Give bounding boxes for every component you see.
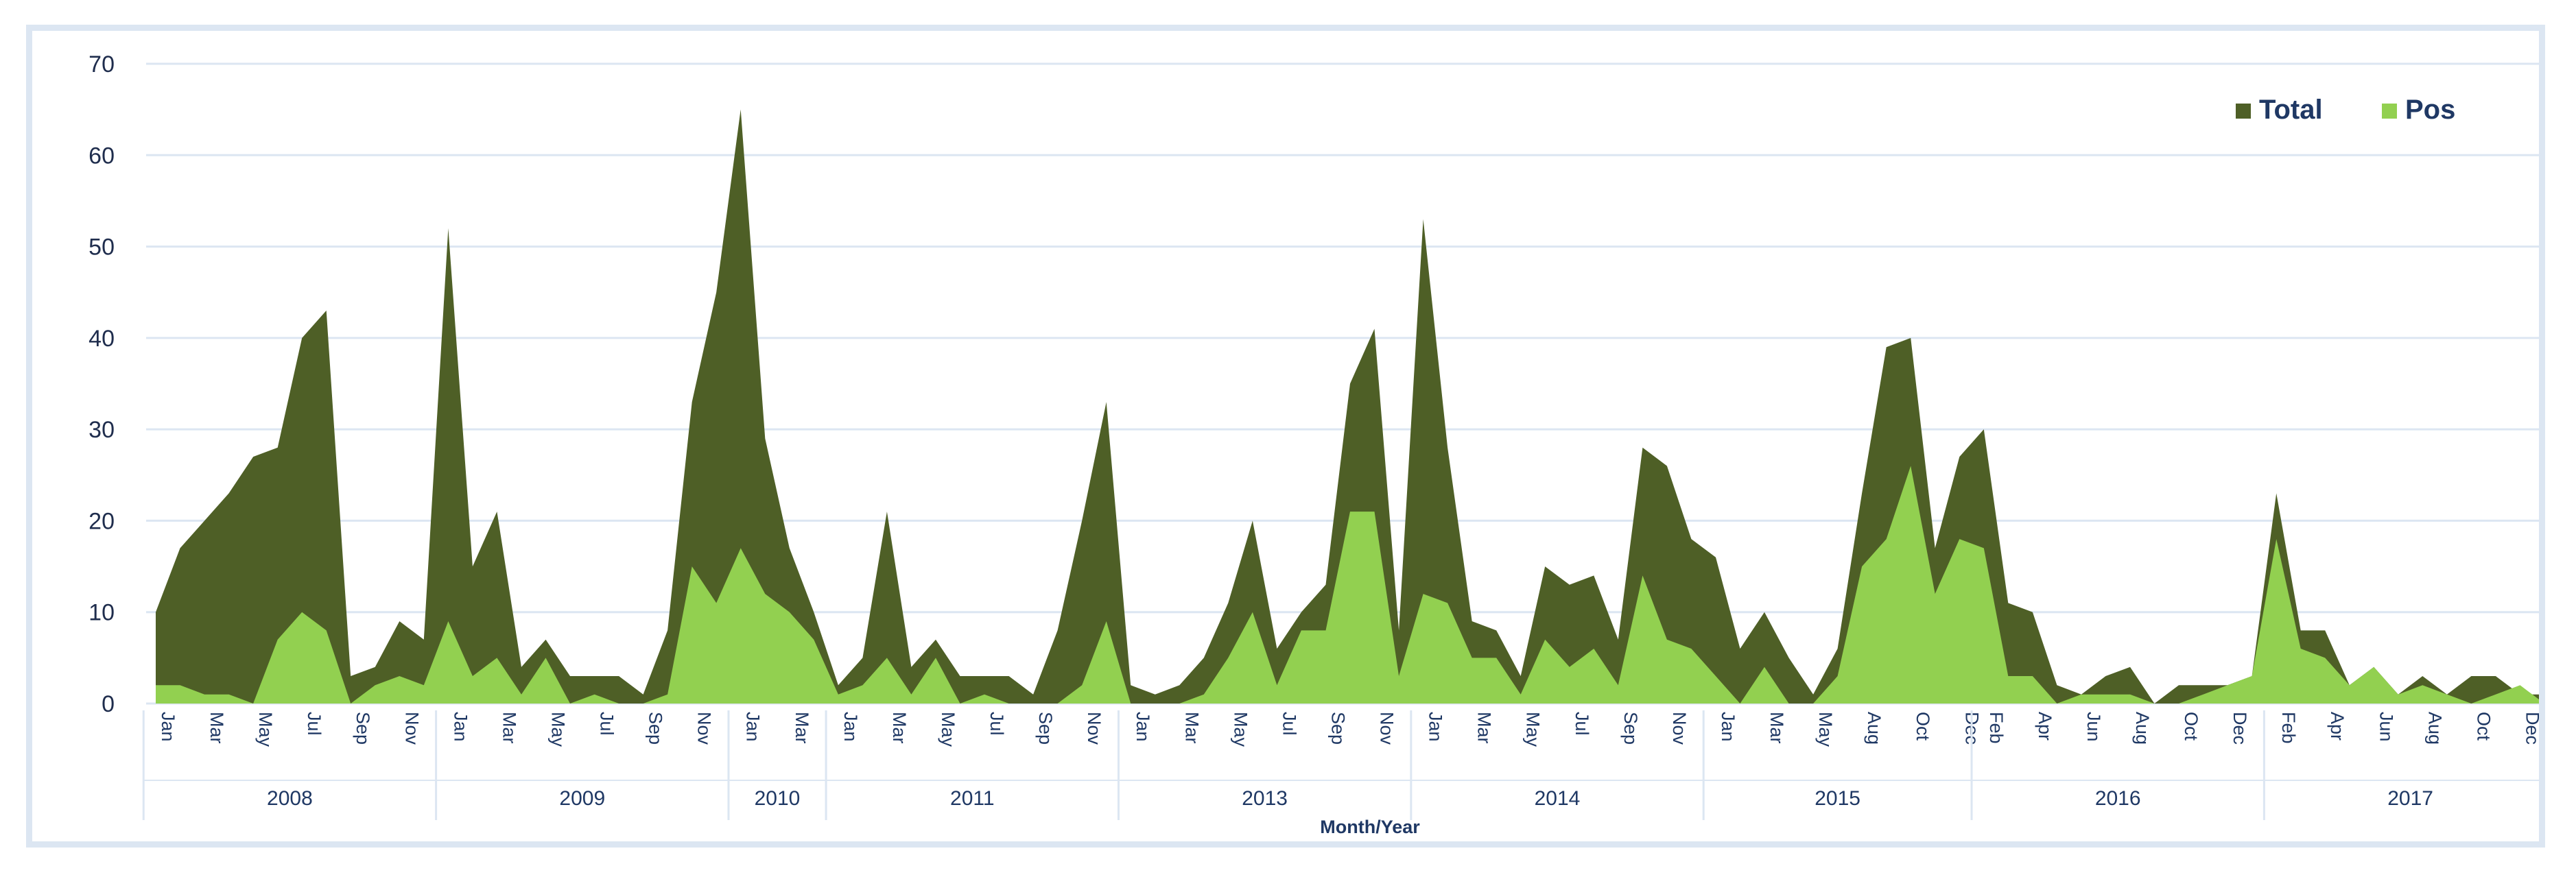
legend-swatch-pos bbox=[2382, 104, 2397, 119]
y-tick-label: 0 bbox=[102, 691, 115, 717]
x-tick-label: Mar bbox=[1474, 712, 1495, 744]
x-tick-label: Dec bbox=[2230, 712, 2250, 745]
legend-swatch-total bbox=[2236, 104, 2251, 119]
axes: Jan Mar May Jul Sep Nov Jan Mar May Jul Sep Nov Jan M… bbox=[142, 710, 2540, 820]
legend-label-total: Total bbox=[2259, 95, 2323, 125]
x-tick-label: Aug bbox=[1864, 712, 1884, 745]
x-tick-label: Sep bbox=[1620, 712, 1641, 745]
year-label: 2010 bbox=[755, 787, 801, 810]
area-series-total bbox=[156, 109, 2539, 704]
x-tick-label: Nov bbox=[694, 712, 715, 745]
x-tick-label: Jul bbox=[986, 712, 1007, 736]
y-tick-label: 30 bbox=[88, 417, 115, 443]
x-tick-label: Sep bbox=[353, 712, 373, 745]
x-tick-label: Mar bbox=[499, 712, 519, 744]
x-tick-label: May bbox=[548, 712, 569, 747]
y-tick-label: 10 bbox=[88, 600, 115, 626]
x-tick-label: Jan bbox=[1426, 712, 1446, 742]
x-tick-label: May bbox=[255, 712, 276, 747]
chart-frame: 0 10 20 30 40 50 60 70 Jan Mar May Jul Sep Nov Jan Mar… bbox=[26, 25, 2545, 848]
x-tick-label: Apr bbox=[2035, 712, 2055, 741]
year-label: 2008 bbox=[267, 787, 313, 810]
x-tick-label: Oct bbox=[1913, 712, 1933, 741]
y-tick-label: 20 bbox=[88, 508, 115, 534]
x-tick-label: Oct bbox=[2473, 712, 2494, 741]
x-tick-label: Jul bbox=[597, 712, 617, 736]
x-tick-label: Feb bbox=[2278, 712, 2299, 744]
x-tick-label: Sep bbox=[646, 712, 666, 745]
x-tick-label: Nov bbox=[1377, 712, 1397, 745]
x-tick-label: Jan bbox=[158, 712, 178, 742]
year-label: 2009 bbox=[559, 787, 605, 810]
x-tick-label: May bbox=[1815, 712, 1836, 747]
y-tick-label: 60 bbox=[88, 143, 115, 169]
y-tick-label: 50 bbox=[88, 235, 115, 261]
x-tick-label: Jan bbox=[450, 712, 471, 742]
y-tick-label: 70 bbox=[88, 51, 115, 77]
x-tick-label: Nov bbox=[1669, 712, 1690, 745]
year-label: 2011 bbox=[950, 787, 995, 810]
x-tick-label: Jan bbox=[1133, 712, 1153, 742]
x-axis-title: Month/Year bbox=[1320, 817, 1420, 837]
year-label: 2014 bbox=[1535, 787, 1581, 810]
x-tick-label: Jun bbox=[2376, 712, 2396, 742]
x-tick-label: Mar bbox=[792, 712, 812, 744]
year-label: 2015 bbox=[1815, 787, 1860, 810]
x-tick-label: Aug bbox=[2424, 712, 2445, 745]
x-tick-label: Nov bbox=[401, 712, 422, 745]
year-label: 2016 bbox=[2095, 787, 2141, 810]
x-tick-label: Apr bbox=[2327, 712, 2348, 741]
year-label: 2013 bbox=[1242, 787, 1288, 810]
year-label: 2017 bbox=[2387, 787, 2433, 810]
x-tick-label: Jan bbox=[743, 712, 764, 742]
x-tick-label: Jul bbox=[304, 712, 324, 736]
legend-label-pos: Pos bbox=[2405, 95, 2455, 125]
x-tick-label: Jan bbox=[1718, 712, 1738, 742]
x-tick-label: Sep bbox=[1035, 712, 1056, 745]
x-tick-label: Feb bbox=[1986, 712, 2007, 744]
area-chart: 0 10 20 30 40 50 60 70 Jan Mar May Jul Sep Nov Jan Mar… bbox=[88, 51, 2540, 837]
legend: Total Pos bbox=[2236, 95, 2455, 125]
x-tick-label: Jun bbox=[2083, 712, 2104, 742]
y-tick-label: 40 bbox=[88, 326, 115, 352]
x-tick-label: Jul bbox=[1572, 712, 1592, 736]
x-tick-label: May bbox=[1230, 712, 1251, 747]
x-tick-label: May bbox=[938, 712, 958, 747]
x-tick-label: May bbox=[1523, 712, 1544, 747]
x-tick-label: Dec bbox=[2522, 712, 2540, 745]
x-tick-label: Oct bbox=[2181, 712, 2201, 741]
x-tick-label: Jan bbox=[840, 712, 861, 742]
area-series-pos bbox=[156, 466, 2539, 704]
x-tick-label: Sep bbox=[1328, 712, 1349, 745]
x-tick-label: Mar bbox=[889, 712, 910, 744]
x-tick-label: Jul bbox=[1279, 712, 1299, 736]
x-tick-label: Mar bbox=[206, 712, 227, 744]
x-tick-label: Mar bbox=[1181, 712, 1202, 744]
x-tick-label: Mar bbox=[1766, 712, 1787, 744]
x-tick-label: Nov bbox=[1084, 712, 1104, 745]
x-tick-label: Aug bbox=[2132, 712, 2153, 745]
plot-areas bbox=[156, 109, 2539, 704]
